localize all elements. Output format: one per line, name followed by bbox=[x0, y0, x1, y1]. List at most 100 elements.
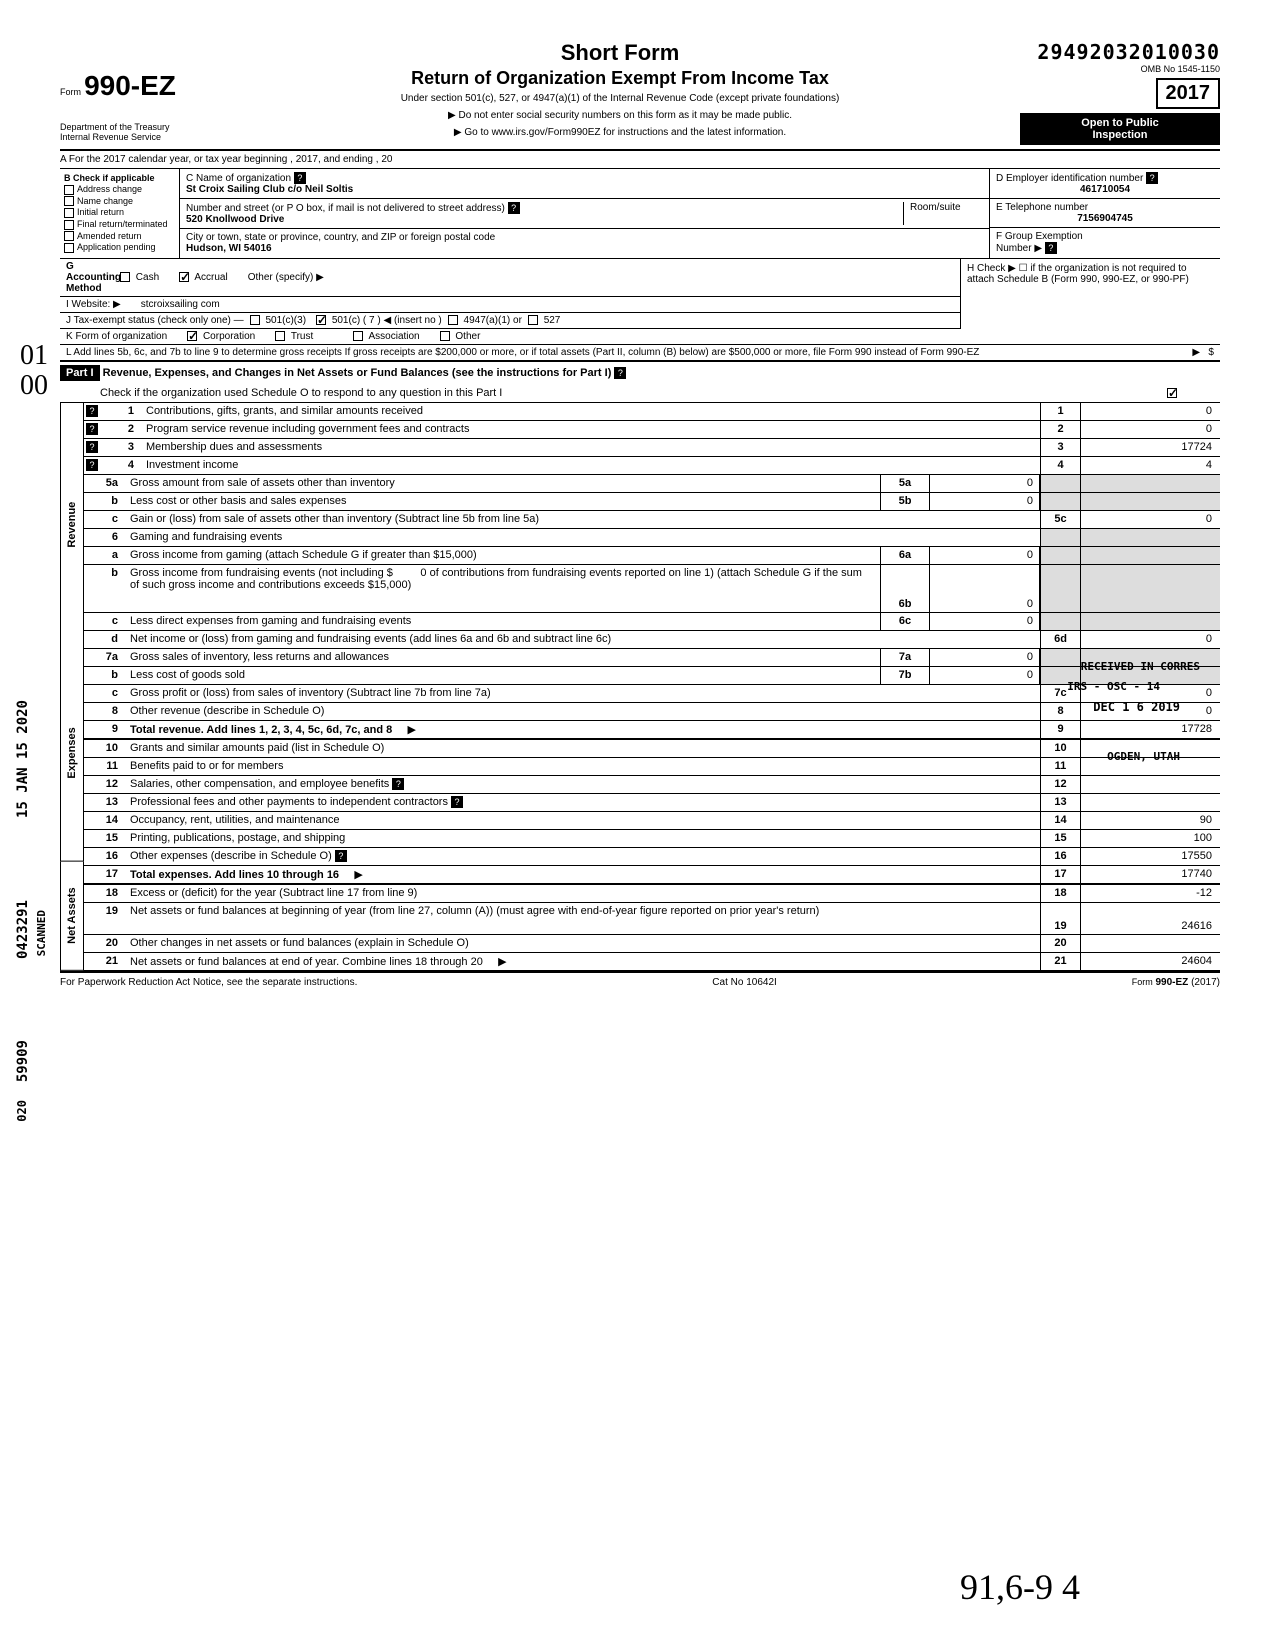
line-desc: Gain or (loss) from sale of assets other… bbox=[124, 511, 1040, 528]
form-header: Form 990-EZ Department of the Treasury I… bbox=[60, 40, 1220, 145]
help-icon[interactable]: ? bbox=[335, 850, 347, 862]
help-icon[interactable]: ? bbox=[86, 459, 98, 471]
l-text: L Add lines 5b, 6c, and 7b to line 9 to … bbox=[66, 347, 979, 358]
accrual-label: Accrual bbox=[194, 272, 227, 283]
4947-checkbox[interactable] bbox=[448, 315, 458, 325]
trust-label: Trust bbox=[291, 331, 313, 342]
form-number-box: Form 990-EZ Department of the Treasury I… bbox=[60, 40, 220, 142]
help-icon[interactable]: ? bbox=[1146, 172, 1158, 184]
line-num: 15 bbox=[84, 830, 124, 847]
help-icon[interactable]: ? bbox=[294, 172, 306, 184]
tax-year: 2017 bbox=[1156, 78, 1221, 109]
line-desc: Occupancy, rent, utilities, and maintena… bbox=[124, 812, 1040, 829]
help-icon[interactable]: ? bbox=[614, 367, 626, 379]
line-desc: Grants and similar amounts paid (list in… bbox=[124, 740, 1040, 757]
row-l: L Add lines 5b, 6c, and 7b to line 9 to … bbox=[60, 345, 1220, 362]
line-num: d bbox=[84, 631, 124, 648]
check-initial[interactable]: Initial return bbox=[64, 207, 175, 218]
ogden-stamp: OGDEN, UTAH bbox=[1107, 750, 1180, 763]
check-address[interactable]: Address change bbox=[64, 184, 175, 195]
help-icon[interactable]: ? bbox=[86, 423, 98, 435]
corp-checkbox[interactable] bbox=[187, 331, 197, 341]
mid-col: 7a bbox=[880, 649, 930, 666]
line-num: a bbox=[84, 547, 124, 564]
line-desc: Net income or (loss) from gaming and fun… bbox=[124, 631, 1040, 648]
form-number: 990-EZ bbox=[84, 70, 176, 101]
omb-number: OMB No 1545-1150 bbox=[1020, 64, 1220, 74]
accrual-checkbox[interactable] bbox=[179, 272, 189, 282]
phone-label: E Telephone number bbox=[996, 202, 1088, 213]
527-checkbox[interactable] bbox=[528, 315, 538, 325]
margin-num-stamp: 0423291 bbox=[15, 900, 31, 959]
section-a-year: A For the 2017 calendar year, or tax yea… bbox=[60, 149, 1220, 168]
num-col: 17 bbox=[1040, 866, 1080, 883]
val-col: 0 bbox=[1080, 511, 1220, 528]
expenses-label: Expenses bbox=[60, 645, 84, 862]
val-col bbox=[1080, 613, 1220, 630]
help-icon[interactable]: ? bbox=[86, 405, 98, 417]
short-form-title: Short Form bbox=[240, 40, 1000, 66]
501c3-label: 501(c)(3) bbox=[265, 315, 306, 326]
mid-col: 6a bbox=[880, 547, 930, 564]
num-col: 13 bbox=[1040, 794, 1080, 811]
check-final-label: Final return/terminated bbox=[77, 219, 168, 229]
col-d-info: D Employer identification number ? 46171… bbox=[990, 169, 1220, 258]
val-col: 0 bbox=[1080, 403, 1220, 420]
cat-number: Cat No 10642I bbox=[712, 977, 777, 988]
num-col bbox=[1040, 565, 1080, 612]
other-checkbox[interactable] bbox=[440, 331, 450, 341]
check-name[interactable]: Name change bbox=[64, 196, 175, 207]
check-final[interactable]: Final return/terminated bbox=[64, 219, 175, 230]
num-col bbox=[1040, 547, 1080, 564]
website-value: stcroixsailing com bbox=[141, 299, 220, 310]
check-amended[interactable]: Amended return bbox=[64, 231, 175, 242]
line-num: 5a bbox=[84, 475, 124, 492]
check-amended-label: Amended return bbox=[77, 231, 142, 241]
val-col bbox=[1080, 565, 1220, 612]
line-desc: Gross income from gaming (attach Schedul… bbox=[124, 547, 880, 564]
help-icon[interactable]: ? bbox=[86, 441, 98, 453]
line-num: 21 bbox=[84, 953, 124, 970]
line-num: 3 bbox=[100, 439, 140, 456]
help-icon[interactable]: ? bbox=[508, 202, 520, 214]
help-icon[interactable]: ? bbox=[451, 796, 463, 808]
line-num: b bbox=[84, 565, 124, 612]
form-footer: Form 990-EZ (2017) bbox=[1132, 977, 1220, 988]
501c3-checkbox[interactable] bbox=[250, 315, 260, 325]
num-col: 8 bbox=[1040, 703, 1080, 720]
line-desc: Less cost of goods sold bbox=[124, 667, 880, 684]
revenue-label: Revenue bbox=[60, 403, 84, 646]
mid-col: 6b bbox=[880, 565, 930, 612]
val-col: 17550 bbox=[1080, 848, 1220, 865]
assoc-checkbox[interactable] bbox=[353, 331, 363, 341]
527-label: 527 bbox=[544, 315, 561, 326]
num-col: 21 bbox=[1040, 953, 1080, 970]
footer: For Paperwork Reduction Act Notice, see … bbox=[60, 971, 1220, 992]
val-col bbox=[1080, 475, 1220, 492]
line-num: 6 bbox=[84, 529, 124, 546]
help-icon[interactable]: ? bbox=[392, 778, 404, 790]
num-col: 4 bbox=[1040, 457, 1080, 474]
corp-label: Corporation bbox=[203, 331, 255, 342]
header-right: 29492032010030 OMB No 1545-1150 2017 Ope… bbox=[1020, 40, 1220, 145]
warning-text: ▶ Do not enter social security numbers o… bbox=[240, 110, 1000, 121]
line-num: 11 bbox=[84, 758, 124, 775]
line-num: 18 bbox=[84, 885, 124, 902]
help-icon[interactable]: ? bbox=[1045, 242, 1057, 254]
mid-col: 7b bbox=[880, 667, 930, 684]
j-label: J Tax-exempt status (check only one) — bbox=[66, 315, 244, 326]
num-col bbox=[1040, 649, 1080, 666]
paperwork-notice: For Paperwork Reduction Act Notice, see … bbox=[60, 977, 357, 988]
num-col: 1 bbox=[1040, 403, 1080, 420]
cash-label: Cash bbox=[136, 272, 159, 283]
line-desc: Membership dues and assessments bbox=[140, 439, 1040, 456]
check-pending[interactable]: Application pending bbox=[64, 242, 175, 253]
501c-checkbox[interactable] bbox=[316, 315, 326, 325]
trust-checkbox[interactable] bbox=[275, 331, 285, 341]
stamp-number: 29492032010030 bbox=[1020, 40, 1220, 64]
cash-checkbox[interactable] bbox=[120, 272, 130, 282]
schedule-o-checkbox[interactable] bbox=[1167, 388, 1177, 398]
num-col: 14 bbox=[1040, 812, 1080, 829]
num-col bbox=[1040, 493, 1080, 510]
val-col: 90 bbox=[1080, 812, 1220, 829]
